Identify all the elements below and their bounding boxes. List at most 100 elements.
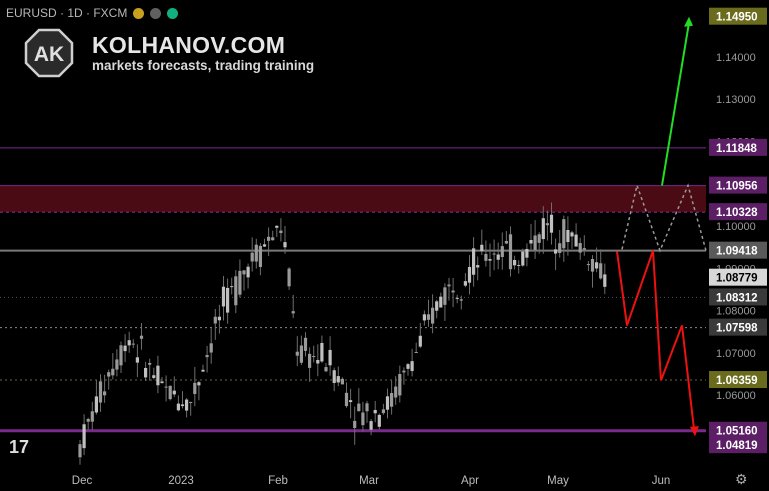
level-label-box [709,268,767,286]
level-label-text: 1.06359 [716,375,758,387]
candle-body [595,262,599,269]
x-axis-label: May [547,475,569,487]
candle-body [463,281,467,286]
candle-body [377,414,381,427]
symbol-title[interactable]: EURUSD · 1D · FXCM [6,6,128,20]
price-tick-label: 1.07000 [716,348,756,360]
price-tick-label: 1.13000 [716,94,756,106]
candle-body [406,364,410,369]
level-label-box [709,288,767,306]
candle-body [94,396,98,413]
candle-body [324,367,328,372]
price-tick-label: 1.14000 [716,52,756,64]
brand-watermark: AK KOLHANOV.COM markets forecasts, tradi… [24,28,314,78]
candle-body [590,258,595,272]
x-axis-label: Mar [359,475,379,487]
level-label-text: 1.11848 [716,143,758,155]
candle-body [271,237,275,241]
candle-body [529,240,533,244]
candle-body [193,382,197,394]
candle-body [258,245,262,267]
candle-body [549,214,554,233]
x-axis-label: Jun [652,475,671,487]
candle-body [275,225,279,228]
candle-body [545,223,549,226]
status-dot-yellow [133,7,145,19]
candle-body [459,299,463,301]
x-axis-label: Feb [268,475,288,487]
level-label-box [709,371,767,389]
candle-body [230,286,234,288]
candle-body [209,343,213,353]
candle-body [185,399,189,411]
candle-body [262,244,267,247]
level-label-box [709,318,767,336]
level-label-text: 1.10328 [716,207,758,219]
candle-body [414,352,418,354]
candle-body [603,274,607,287]
level-label-box [709,203,767,221]
candle-body [513,259,517,266]
bullish-forecast-line [661,22,690,186]
candle-body [394,386,398,398]
level-label-box [709,436,767,454]
candle-body [144,367,148,378]
candle-body [344,392,349,407]
candle-body [398,374,402,396]
candle-body [156,365,160,386]
candle-body [500,246,504,257]
resistance-zone [0,185,706,213]
candle-body [103,391,107,396]
level-label-text: 1.08779 [716,273,758,285]
candle-body [201,369,205,372]
candle-body [119,345,123,366]
candle-body [213,316,217,324]
level-label-text: 1.05160 [716,426,758,438]
candle-body [82,424,86,449]
candle-body [139,335,144,339]
candle-body [369,421,373,430]
x-axis-label: Apr [461,475,479,487]
price-tick-label: 1.08000 [716,306,756,318]
candle-body [402,370,406,373]
candle-body [353,420,357,428]
candle-body [299,345,303,363]
bullish-arrow-head [684,16,693,27]
level-label-text: 1.04819 [716,440,758,452]
candle-body [78,444,82,458]
candle-body [541,218,545,240]
candle-body [332,370,336,383]
candle-body [234,276,238,306]
forecast-range-path [621,182,707,253]
candle-body [455,297,459,299]
candle-body [533,235,537,250]
level-label-box [709,421,767,439]
brand-subtitle: markets forecasts, trading training [92,58,315,73]
candle-body [287,268,291,287]
candle-body [148,363,152,365]
candle-body [123,345,127,352]
candle-body [189,401,193,403]
candle-body [599,263,603,279]
candle-body [86,418,90,422]
candle-body [328,349,332,366]
level-label-text: 1.09418 [716,246,758,258]
candle-body [554,249,558,254]
candle-body [570,232,574,237]
candle-body [308,353,312,368]
candle-body [418,335,422,347]
status-dot-green [167,7,179,19]
candle-body [431,307,435,324]
settings-icon[interactable]: ⚙ [735,471,748,487]
candle-body [340,378,344,385]
candle-body [197,382,201,386]
candle-body [267,236,271,241]
candle-body [336,376,340,383]
candle-body [451,290,455,293]
candle-body [176,403,180,411]
candle-body [504,240,508,244]
chart-header: EURUSD · 1D · FXCM [6,6,179,20]
candle-body [467,266,472,283]
